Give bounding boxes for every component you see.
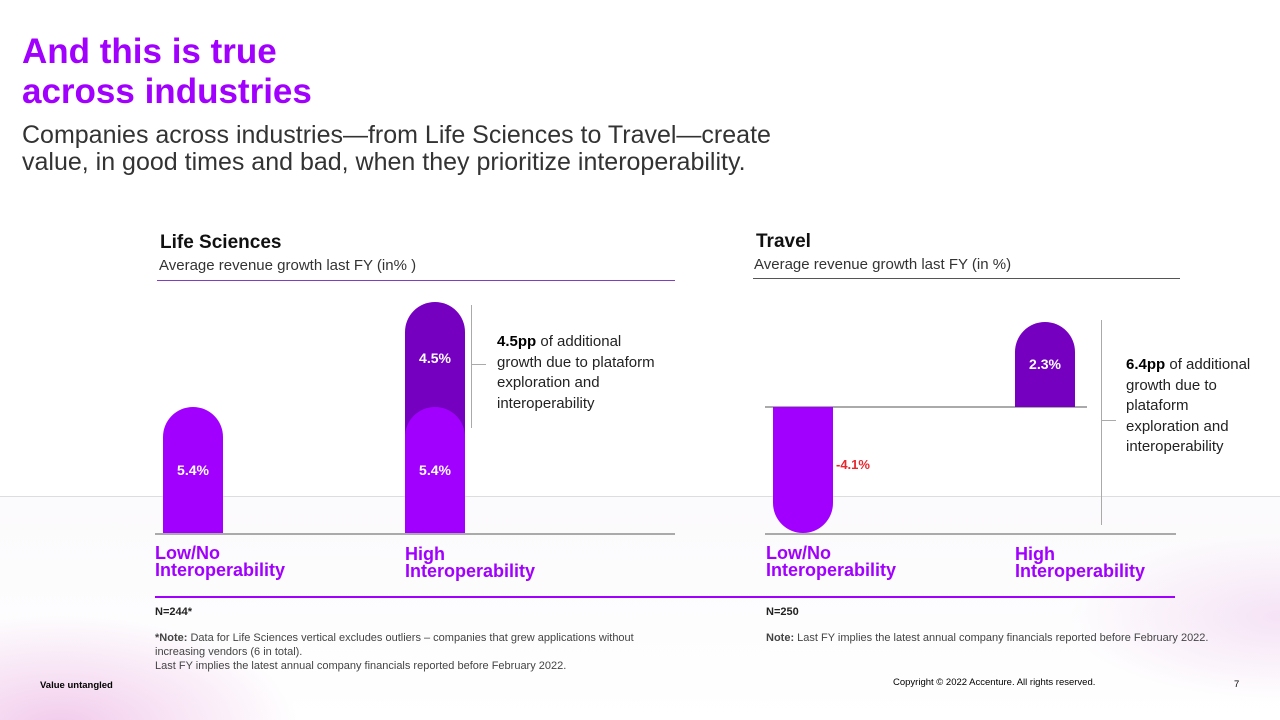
bottom-divider xyxy=(155,596,1175,598)
annotation: 4.5pp of additional growth due to plataf… xyxy=(497,332,667,414)
chart-title: Life Sciences xyxy=(160,232,282,253)
note-text-2: Last FY implies the latest annual compan… xyxy=(155,660,567,672)
divider xyxy=(753,278,1180,279)
note: Note: Last FY implies the latest annual … xyxy=(766,631,1246,645)
cat-line: Interoperability xyxy=(1015,561,1146,581)
bracket-tick xyxy=(1102,420,1116,421)
note-text: Last FY implies the latest annual compan… xyxy=(794,632,1209,644)
zero-line xyxy=(765,406,1087,408)
category-label-high: High Interoperability xyxy=(405,544,536,581)
annotation-text: of additional growth due to plataform ex… xyxy=(1126,356,1251,455)
annotation-bold: 4.5pp xyxy=(497,333,537,350)
bracket-line xyxy=(471,305,472,428)
divider xyxy=(157,280,675,281)
page-number: 7 xyxy=(1234,679,1240,690)
chart-subtitle: Average revenue growth last FY (in %) xyxy=(754,256,1012,273)
data-label: 5.4% xyxy=(177,462,209,479)
slide-subtitle: Companies across industries—from Life Sc… xyxy=(22,121,771,176)
bar-low xyxy=(773,407,833,533)
bracket-line xyxy=(1101,320,1102,525)
chart-subtitle: Average revenue growth last FY (in% ) xyxy=(159,257,417,274)
annotation: 6.4pp of additional growth due to plataf… xyxy=(1126,355,1251,458)
data-label: 2.3% xyxy=(1029,356,1061,373)
copyright: Copyright © 2022 Accenture. All rights r… xyxy=(893,677,1096,688)
cat-line: High xyxy=(1015,544,1055,564)
cat-line: High xyxy=(405,544,445,564)
cat-line: Interoperability xyxy=(405,561,536,581)
annotation-text: of additional growth due to plataform ex… xyxy=(497,333,655,412)
bar-high-base: 5.4% xyxy=(405,407,465,533)
data-label: 4.5% xyxy=(419,350,451,367)
category-label-low: Low/No Interoperability xyxy=(155,543,286,580)
note-text: Data for Life Sciences vertical excludes… xyxy=(155,632,634,658)
bar-high: 2.3% xyxy=(1015,321,1075,407)
footer-left: Value untangled xyxy=(40,680,113,691)
note-bold: *Note: xyxy=(155,632,188,644)
chart-title: Travel xyxy=(756,231,811,252)
data-label: 5.4% xyxy=(419,462,451,479)
bar-low-base: 5.4% xyxy=(163,407,223,533)
category-label-high: High Interoperability xyxy=(1015,544,1146,581)
baseline xyxy=(155,533,675,535)
cat-line: Interoperability xyxy=(155,560,286,580)
note-bold: Note: xyxy=(766,632,795,644)
cat-line: Interoperability xyxy=(766,560,897,580)
slide-title: And this is true across industries xyxy=(22,32,312,112)
title-line-1: And this is true xyxy=(22,32,277,71)
n-label: N=244* xyxy=(155,606,193,618)
cat-line: Low/No xyxy=(766,543,831,563)
category-label-low: Low/No Interoperability xyxy=(766,543,897,580)
data-label-negative: -4.1% xyxy=(836,457,870,472)
title-line-2: across industries xyxy=(22,72,312,111)
annotation-bold: 6.4pp xyxy=(1126,356,1166,373)
baseline xyxy=(765,533,1176,535)
cat-line: Low/No xyxy=(155,543,220,563)
n-label: N=250 xyxy=(766,606,799,618)
bracket-tick xyxy=(472,364,486,365)
note: *Note: Data for Life Sciences vertical e… xyxy=(155,631,635,673)
